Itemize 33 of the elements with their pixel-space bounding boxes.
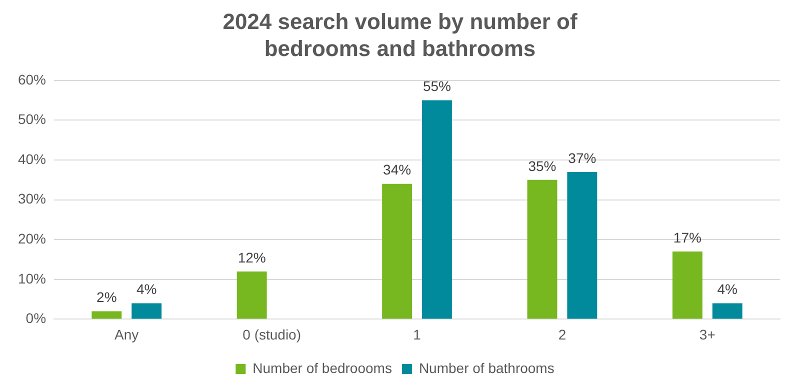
y-tick-label: 60%	[18, 71, 46, 88]
data-label: 55%	[422, 78, 451, 94]
y-tick-label: 30%	[18, 190, 46, 207]
y-tick-label: 10%	[18, 270, 46, 286]
data-label: 2%	[96, 289, 117, 306]
data-label: 17%	[673, 229, 702, 246]
chart-title: 2024 search volume by number of bedrooms and bathrooms	[222, 8, 578, 62]
bar	[712, 303, 742, 319]
data-label: 37%	[568, 150, 596, 166]
data-label: 12%	[238, 249, 266, 266]
data-label: 4%	[136, 281, 157, 298]
bar	[527, 180, 558, 319]
data-label: 4%	[717, 281, 738, 298]
x-tick-label: 0 (studio)	[242, 326, 301, 342]
y-tick-label: 40%	[18, 150, 46, 167]
legend-label: Number of bathrooms	[418, 360, 554, 376]
bar	[236, 271, 267, 319]
y-tick-label: 20%	[18, 230, 46, 246]
legend-label: Number of bedroooms	[252, 360, 392, 376]
x-tick-label: 1	[413, 326, 422, 342]
data-label: 34%	[383, 162, 412, 178]
x-tick-label: Any	[114, 326, 139, 342]
bar	[422, 100, 452, 319]
y-tick-label: 0%	[26, 310, 46, 326]
bar	[672, 252, 702, 319]
x-tick-label: 3+	[699, 326, 716, 342]
y-tick-label: 50%	[18, 111, 46, 128]
bar	[92, 311, 122, 319]
bar	[382, 184, 412, 319]
data-label: 35%	[528, 158, 556, 174]
x-tick-label: 2	[558, 326, 566, 342]
bar	[132, 303, 162, 319]
bar	[567, 172, 598, 319]
